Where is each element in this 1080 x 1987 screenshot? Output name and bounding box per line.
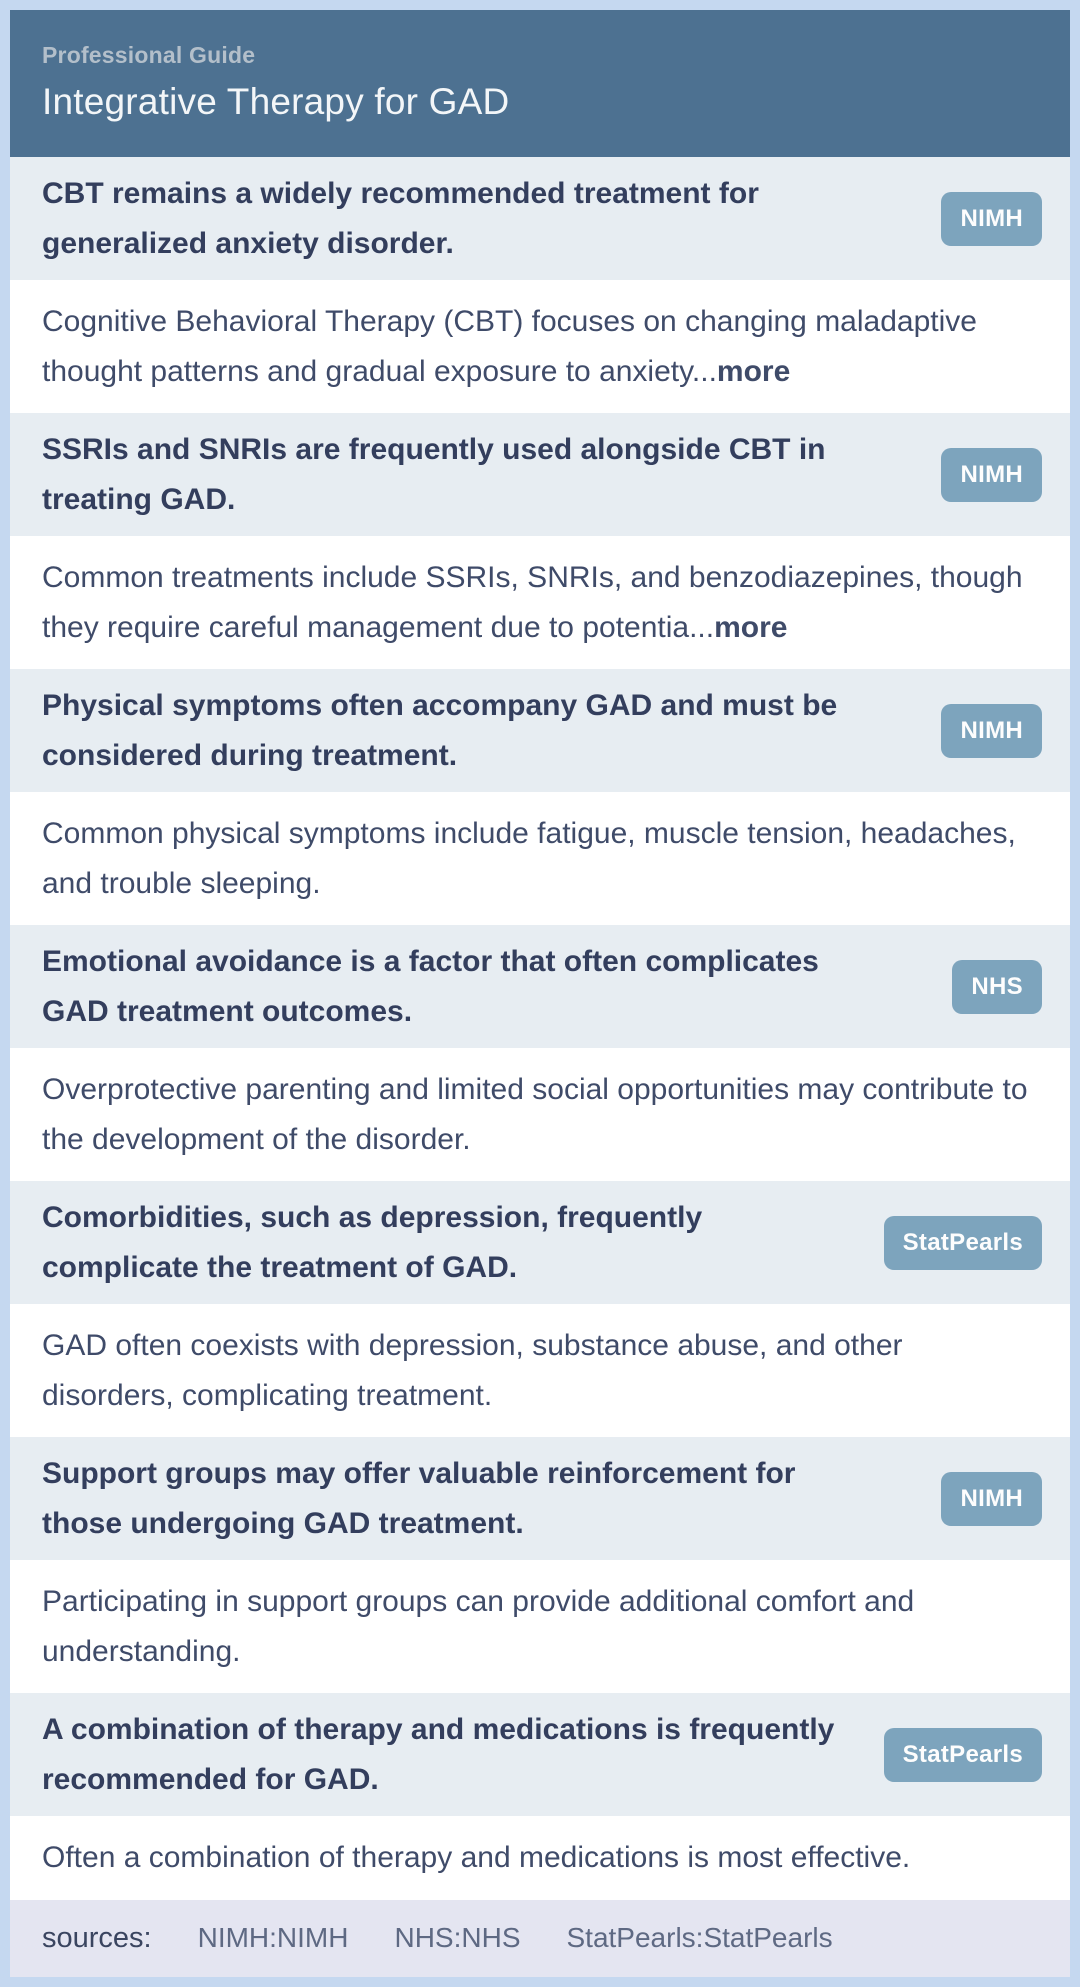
source-legend-entry: NIMH:NIMH	[197, 1921, 349, 1953]
explanation-body: Overprotective parenting and limited soc…	[42, 1073, 1028, 1156]
kicker-label: Professional Guide	[42, 42, 256, 68]
source-badge[interactable]: NIMH	[941, 191, 1042, 246]
claim-row: SSRIs and SNRIs are frequently used alon…	[10, 413, 1070, 536]
explanation-text: Often a combination of therapy and medic…	[42, 1833, 1032, 1883]
claim-text: Emotional avoidance is a factor that oft…	[42, 945, 819, 1028]
explanation-text: Participating in support groups can prov…	[42, 1577, 1032, 1676]
explanation-row: GAD often coexists with depression, subs…	[10, 1304, 1070, 1437]
claim-row: Support groups may offer valuable reinfo…	[10, 1437, 1070, 1560]
claim-row: Emotional avoidance is a factor that oft…	[10, 925, 1070, 1048]
claims-list: CBT remains a widely recommended treatme…	[10, 157, 1070, 1900]
source-badge[interactable]: NIMH	[941, 703, 1042, 758]
source-badge[interactable]: NIMH	[941, 1471, 1042, 1526]
page-title: Integrative Therapy for GAD	[42, 81, 510, 122]
explanation-text: GAD often coexists with depression, subs…	[42, 1321, 1032, 1420]
sources-label: sources:	[42, 1921, 152, 1954]
explanation-text: Common treatments include SSRIs, SNRIs, …	[42, 553, 1032, 652]
card-header: Professional Guide Integrative Therapy f…	[10, 10, 1070, 157]
claim-text: Support groups may offer valuable reinfo…	[42, 1457, 796, 1540]
explanation-body: Often a combination of therapy and medic…	[42, 1841, 911, 1874]
source-badge[interactable]: StatPearls	[883, 1215, 1042, 1270]
more-link[interactable]: more	[716, 354, 791, 388]
source-legend-entry: StatPearls:StatPearls	[566, 1921, 833, 1953]
explanation-row: Cognitive Behavioral Therapy (CBT) focus…	[10, 280, 1070, 413]
claim-text: CBT remains a widely recommended treatme…	[42, 177, 759, 260]
sources-footer: sources: NIMH:NIMH NHS:NHS StatPearls:Stat…	[10, 1899, 1070, 1977]
explanation-body: GAD often coexists with depression, subs…	[42, 1329, 903, 1412]
claim-text: A combination of therapy and medications…	[42, 1713, 835, 1796]
explanation-row: Participating in support groups can prov…	[10, 1560, 1070, 1693]
claim-text: Comorbidities, such as depression, frequ…	[42, 1201, 703, 1284]
explanation-body: Common physical symptoms include fatigue…	[42, 817, 1016, 900]
explanation-row: Often a combination of therapy and medic…	[10, 1816, 1070, 1900]
claim-row: Physical symptoms often accompany GAD an…	[10, 669, 1070, 792]
explanation-text: Cognitive Behavioral Therapy (CBT) focus…	[42, 297, 1032, 396]
explanation-body: Common treatments include SSRIs, SNRIs, …	[42, 561, 1023, 644]
source-legend-entry: NHS:NHS	[394, 1921, 521, 1953]
claim-row: A combination of therapy and medications…	[10, 1693, 1070, 1816]
more-link[interactable]: more	[714, 610, 788, 644]
explanation-text: Overprotective parenting and limited soc…	[42, 1065, 1032, 1164]
claim-row: CBT remains a widely recommended treatme…	[10, 157, 1070, 280]
explanation-body: Cognitive Behavioral Therapy (CBT) focus…	[42, 305, 977, 388]
source-badge[interactable]: NHS	[952, 959, 1042, 1014]
explanation-text: Common physical symptoms include fatigue…	[42, 809, 1032, 908]
claim-text: Physical symptoms often accompany GAD an…	[42, 689, 838, 772]
explanation-row: Common physical symptoms include fatigue…	[10, 792, 1070, 925]
explanation-row: Overprotective parenting and limited soc…	[10, 1048, 1070, 1181]
explanation-body: Participating in support groups can prov…	[42, 1585, 915, 1668]
source-badge[interactable]: NIMH	[941, 447, 1042, 502]
source-badge[interactable]: StatPearls	[883, 1727, 1042, 1782]
explanation-row: Common treatments include SSRIs, SNRIs, …	[10, 536, 1070, 669]
claim-row: Comorbidities, such as depression, frequ…	[10, 1181, 1070, 1304]
claim-text: SSRIs and SNRIs are frequently used alon…	[42, 433, 826, 516]
